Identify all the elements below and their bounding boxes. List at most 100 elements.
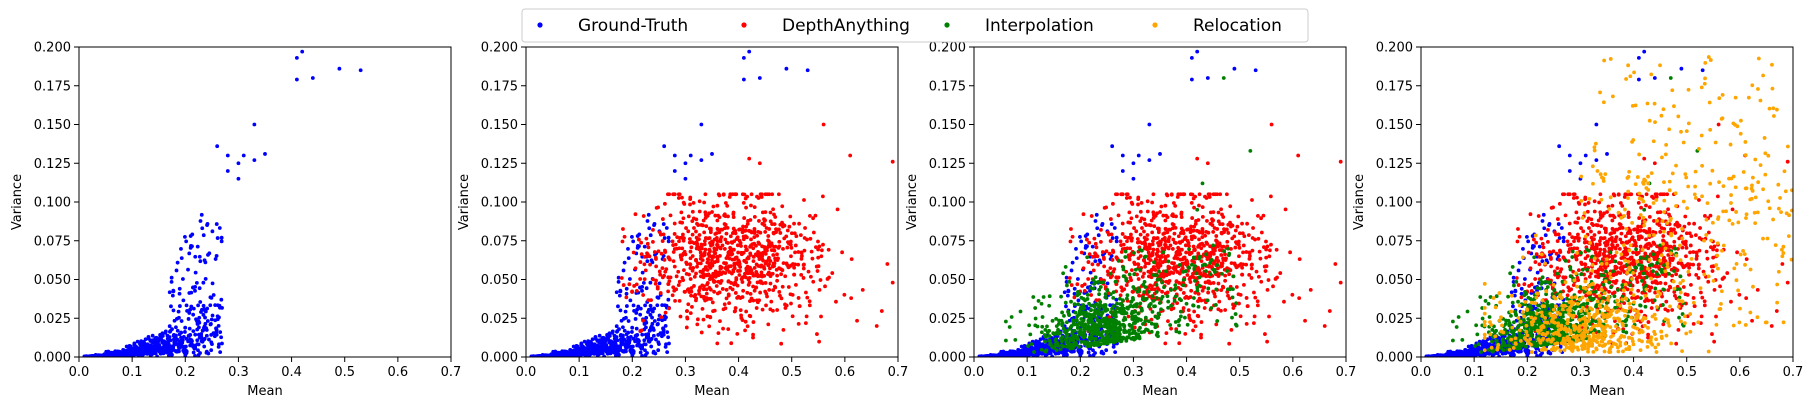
interpolation-point xyxy=(1058,347,1063,352)
ground-truth-point xyxy=(1542,226,1547,231)
depthanything-point xyxy=(1158,239,1162,244)
depthanything-point xyxy=(802,198,806,202)
ground-truth-point xyxy=(187,291,192,295)
ground-truth-point xyxy=(158,351,163,356)
depthanything-point xyxy=(1258,256,1263,261)
interpolation-point xyxy=(1062,313,1066,318)
depthanything-point xyxy=(714,284,719,288)
interpolation-point xyxy=(1165,294,1170,299)
depthanything-point xyxy=(835,207,840,212)
interpolation-point xyxy=(1027,323,1032,328)
ground-truth-point xyxy=(563,351,568,356)
depthanything-point xyxy=(746,270,751,275)
depthanything-point xyxy=(820,194,825,199)
panel-3: 0.0 0.1 0.2 0.3 0.4 0.5 0.6 0.70.0000.0250.0500… xyxy=(905,41,1356,400)
depthanything-point xyxy=(1251,321,1256,326)
depthanything-point xyxy=(1132,226,1136,230)
ground-truth-point xyxy=(665,350,670,355)
y-tick-label: 0.100 xyxy=(34,196,71,211)
interpolation-point xyxy=(1154,273,1159,278)
interpolation-point xyxy=(1203,262,1208,267)
interpolation-point xyxy=(1093,311,1097,316)
depthanything-point xyxy=(1244,250,1249,254)
ground-truth-point xyxy=(201,303,206,308)
depthanything-point xyxy=(701,218,706,223)
ground-truth-point xyxy=(1095,226,1100,231)
depthanything-point xyxy=(785,228,790,233)
ground-truth-point xyxy=(219,239,224,244)
depthanything-point xyxy=(801,266,806,271)
ground-truth-point xyxy=(573,352,578,357)
depthanything-point xyxy=(710,210,714,214)
depthanything-point xyxy=(1267,314,1271,319)
depthanything-point xyxy=(774,230,778,234)
x-tick-label: 0.5 xyxy=(1229,365,1250,380)
depthanything-point xyxy=(697,199,702,204)
interpolation-point xyxy=(1063,265,1068,269)
interpolation-point xyxy=(1070,318,1075,323)
interpolation-point xyxy=(1233,322,1238,327)
ground-truth-point xyxy=(1041,344,1046,348)
ground-truth-point xyxy=(615,329,620,333)
ground-truth-point xyxy=(219,235,224,240)
depthanything-point xyxy=(677,239,681,244)
depthanything-point xyxy=(797,304,802,309)
interpolation-point xyxy=(1047,294,1052,299)
depthanything-point xyxy=(1166,319,1170,324)
ground-truth-point xyxy=(648,280,653,285)
depthanything-point xyxy=(1338,159,1343,164)
depthanything-point xyxy=(748,253,753,257)
depthanything-point xyxy=(777,290,782,294)
depthanything-point xyxy=(740,227,745,232)
interpolation-point xyxy=(1138,248,1142,252)
depthanything-point xyxy=(696,261,700,266)
ground-truth-point xyxy=(1131,176,1136,181)
depthanything-point xyxy=(1191,328,1195,333)
panel-2: 0.0 0.1 0.2 0.3 0.4 0.5 0.6 0.70.0000.0250.0500… xyxy=(457,41,908,400)
ground-truth-point xyxy=(621,268,626,273)
ground-truth-point xyxy=(1112,226,1117,230)
depthanything-point xyxy=(711,204,716,209)
x-tick-label: 0.3 xyxy=(228,365,249,380)
depthanything-point xyxy=(738,296,743,300)
depthanything-point xyxy=(1075,282,1080,287)
depthanything-point xyxy=(1189,200,1194,205)
depthanything-point xyxy=(1219,253,1224,257)
ground-truth-point xyxy=(177,315,181,320)
interpolation-point xyxy=(1102,303,1107,308)
interpolation-point xyxy=(1132,250,1136,255)
ground-truth-point xyxy=(175,342,180,347)
y-tick-label: 0.000 xyxy=(929,351,966,366)
depthanything-point xyxy=(1139,201,1144,205)
depthanything-point xyxy=(796,250,801,254)
depthanything-point xyxy=(1229,222,1233,227)
depthanything-point xyxy=(1150,200,1155,205)
panel-4: 0.0 0.1 0.2 0.3 0.4 0.5 0.6 0.70.0000.0250.0500… xyxy=(1352,41,1803,400)
depthanything-point xyxy=(680,246,685,251)
interpolation-point xyxy=(1145,328,1150,333)
depthanything-point xyxy=(752,273,757,278)
depthanything-point xyxy=(1171,237,1176,242)
depthanything-point xyxy=(1200,235,1205,240)
depthanything-point xyxy=(1128,246,1133,251)
interpolation-point xyxy=(1054,316,1058,321)
depthanything-point xyxy=(646,298,651,303)
depthanything-point xyxy=(721,192,726,197)
ground-truth-point xyxy=(631,349,636,354)
depthanything-point xyxy=(1140,241,1145,246)
ground-truth-point xyxy=(580,344,585,349)
ground-truth-point xyxy=(174,325,178,330)
ground-truth-point xyxy=(642,244,647,249)
interpolation-point xyxy=(1233,312,1238,316)
interpolation-point xyxy=(1103,292,1108,296)
ground-truth-point xyxy=(143,337,148,342)
depthanything-point xyxy=(756,274,760,279)
depthanything-point xyxy=(1240,231,1245,236)
depthanything-point xyxy=(644,236,649,241)
depthanything-point xyxy=(789,231,794,236)
depthanything-point xyxy=(699,244,704,249)
ground-truth-point xyxy=(193,332,198,337)
ground-truth-point xyxy=(608,348,613,353)
interpolation-point xyxy=(1031,295,1036,299)
depthanything-point xyxy=(692,241,697,246)
